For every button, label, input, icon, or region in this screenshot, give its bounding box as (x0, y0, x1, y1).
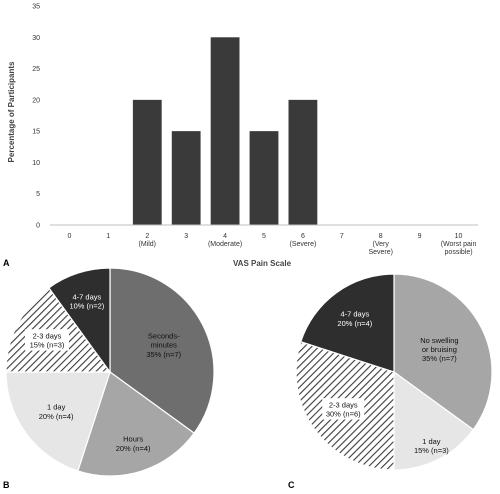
panel-label-b: B (3, 480, 10, 490)
bar-chart-vas-pain: A Percentage of Participants VAS Pain Sc… (3, 4, 478, 268)
x-axis-title: VAS Pain Scale (233, 259, 292, 268)
x-tick-label: 9 (418, 233, 422, 240)
pie-slice (393, 370, 475, 471)
bars (132, 37, 318, 226)
y-tick-label: 35 (32, 4, 40, 11)
pie-slice-label: Seconds-minutes 35% (n=7) (146, 332, 181, 359)
pie-label-bg (24, 329, 69, 351)
pie-chart-b: B Seconds-minutes 35% (n=7) Hours 20% (n=4)… (3, 267, 215, 490)
x-tick-label: 8 (379, 233, 383, 240)
pie-slice-label: 1 day 20% (n=4) (39, 403, 74, 421)
y-tick-label: 0 (36, 223, 40, 230)
pie-slice-label: 2-3 days 15% (n=3) (30, 331, 65, 349)
pie-chart-c: C No swelling or bruising 35% (n=7) 1 day 15… (288, 273, 493, 490)
x-tick-label: 2 (145, 233, 149, 240)
y-tick-label: 10 (32, 160, 40, 167)
x-tick-label: 10 (455, 233, 463, 240)
pie-slice (77, 371, 195, 477)
pie-slice (48, 267, 111, 374)
bar-6 (288, 99, 318, 225)
x-tick-label: 7 (340, 233, 344, 240)
panel-label-c: C (288, 480, 295, 490)
pie-slice (300, 273, 395, 373)
x-tick-label: 4 (223, 233, 227, 240)
y-tick-label: 20 (32, 97, 40, 104)
x-tick-label: 6 (301, 233, 305, 240)
x-tick-note: (Moderate) (208, 241, 242, 248)
y-tick-label: 25 (32, 66, 40, 73)
panel-label-a: A (3, 258, 10, 268)
y-axis-ticks: 0 5 10 15 20 25 30 35 (32, 4, 40, 230)
y-tick-label: 5 (36, 191, 40, 198)
pie-slice-label: 4-7 days 10% (n=2) (69, 292, 104, 310)
bar-2 (132, 99, 162, 225)
x-tick-label: 1 (106, 233, 110, 240)
bar-4 (210, 37, 240, 226)
bar-5 (249, 131, 279, 225)
pie-slice (109, 267, 215, 434)
bar-3 (171, 131, 201, 225)
x-tick-note: (Mild) (139, 241, 157, 248)
pie-slice-label: No swelling or bruising 35% (n=7) (420, 336, 458, 363)
x-tick-note: (Very Severe) (368, 241, 393, 256)
y-axis-title: Percentage of Participants (7, 61, 16, 162)
x-tick-label: 3 (184, 233, 188, 240)
y-tick-label: 15 (32, 129, 40, 136)
pie-slice-label: 2-3 days 30% (n=6) (326, 400, 361, 418)
pie-label-bg (322, 398, 365, 420)
x-tick-label: 5 (262, 233, 266, 240)
x-tick-label: 0 (68, 233, 72, 240)
x-axis-ticks: 0 1 2(Mild) 3 4(Moderate) 5 6(Severe) 7 8(Very Se… (68, 233, 477, 256)
pie-slice (5, 371, 111, 472)
x-tick-note: (Worst pain possible) (441, 241, 477, 256)
pie-slice (393, 273, 493, 431)
y-tick-label: 30 (32, 35, 40, 42)
x-tick-note: (Severe) (289, 241, 316, 248)
pie-slice-label: 4-7 days 20% (n=4) (337, 310, 372, 328)
pie-slice-label: Hours 20% (n=4) (116, 435, 151, 453)
pie-slice-label: 1 day 15% (n=3) (414, 437, 449, 455)
